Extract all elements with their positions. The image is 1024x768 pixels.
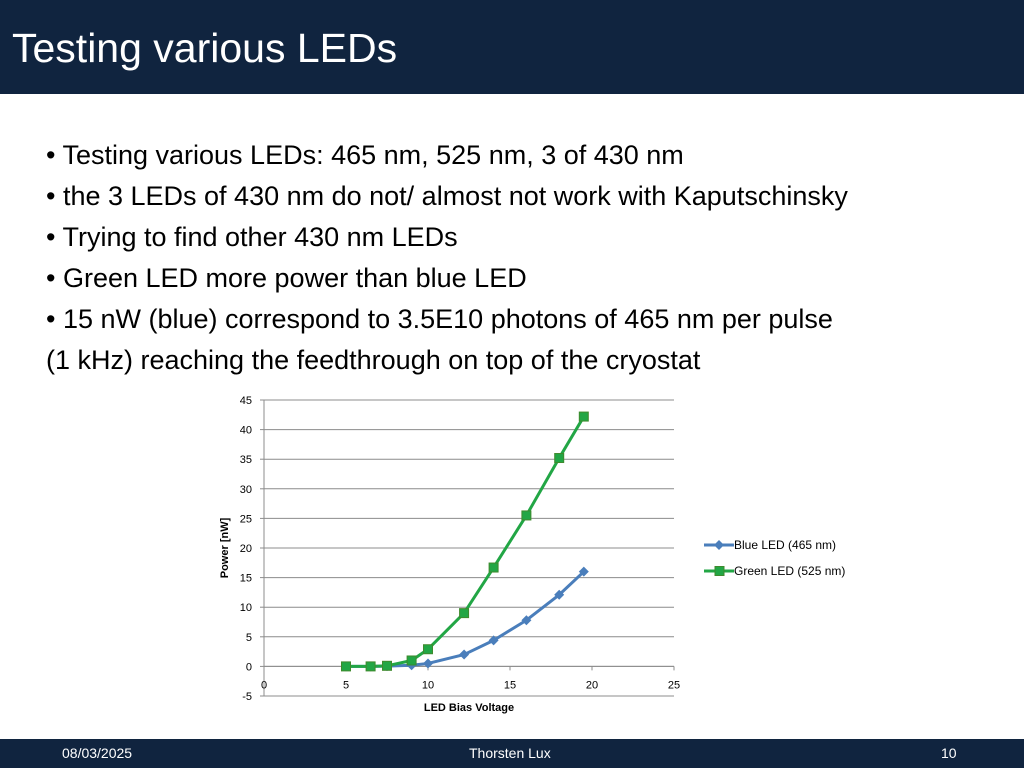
x-tick-label: 10 — [422, 679, 434, 691]
x-tick-label: 5 — [343, 679, 349, 691]
data-point — [578, 411, 589, 422]
y-tick-label: 0 — [246, 661, 252, 673]
data-point — [554, 589, 565, 600]
bullet-item: • Trying to find other 430 nm LEDs — [46, 222, 458, 252]
data-point — [521, 615, 532, 626]
title-bar: Testing various LEDs — [0, 0, 1024, 94]
bullet-item: • Green LED more power than blue LED — [46, 263, 527, 293]
data-point — [459, 608, 470, 619]
footer-bar: 08/03/2025 Thorsten Lux 10 — [0, 739, 1024, 768]
y-axis-title: Power [nW] — [219, 517, 231, 578]
data-point — [406, 655, 417, 666]
x-axis-title: LED Bias Voltage — [424, 702, 514, 714]
chart-container: -5 0 5 10 15 20 25 30 35 40 45 0 5 10 15 20 25 LED Bias V… — [200, 388, 880, 718]
bullet-item: • 15 nW (blue) correspond to 3.5E10 phot… — [46, 304, 833, 334]
bullet-item: • Testing various LEDs: 465 nm, 525 nm, … — [46, 140, 684, 170]
data-point — [423, 644, 433, 655]
slide-title: Testing various LEDs — [12, 25, 398, 71]
legend-marker — [714, 566, 725, 576]
data-point — [554, 453, 565, 464]
data-point — [341, 661, 351, 672]
bullet-item-continuation: (1 kHz) reaching the feedthrough on top … — [46, 345, 701, 375]
y-tick-label: 20 — [240, 543, 252, 555]
y-tick-label: 30 — [240, 484, 252, 496]
data-point — [365, 661, 376, 672]
y-tick-label: -5 — [242, 691, 252, 703]
legend-label: Green LED (525 nm) — [734, 564, 845, 578]
power-vs-voltage-chart: -5 0 5 10 15 20 25 30 35 40 45 0 5 10 15 20 25 LED Bias V… — [219, 395, 845, 714]
y-tick-label: 40 — [240, 425, 252, 437]
footer-author: Thorsten Lux — [469, 745, 551, 761]
data-point — [382, 660, 392, 671]
data-point — [459, 649, 470, 660]
footer-date: 08/03/2025 — [62, 745, 133, 761]
x-tick-label: 20 — [586, 679, 598, 691]
data-point — [423, 658, 433, 669]
footer-page-number: 10 — [941, 745, 957, 761]
x-tick-label: 0 — [261, 679, 267, 691]
data-point — [578, 566, 589, 577]
data-point — [521, 510, 532, 521]
y-tick-label: 35 — [240, 454, 252, 466]
legend-label: Blue LED (465 nm) — [734, 538, 836, 552]
y-tick-label: 25 — [240, 513, 252, 525]
series-line — [346, 415, 586, 668]
y-tick-label: 10 — [240, 602, 252, 614]
x-tick-label: 25 — [668, 679, 680, 691]
y-tick-label: 45 — [240, 395, 252, 407]
data-point — [488, 562, 499, 573]
legend-marker — [714, 540, 724, 550]
y-tick-label: 15 — [240, 573, 252, 585]
bullet-list: • Testing various LEDs: 465 nm, 525 nm, … — [46, 135, 1006, 381]
data-point — [488, 635, 499, 646]
bullet-item: • the 3 LEDs of 430 nm do not/ almost no… — [46, 181, 848, 211]
x-tick-label: 15 — [504, 679, 516, 691]
y-tick-label: 5 — [246, 632, 252, 644]
